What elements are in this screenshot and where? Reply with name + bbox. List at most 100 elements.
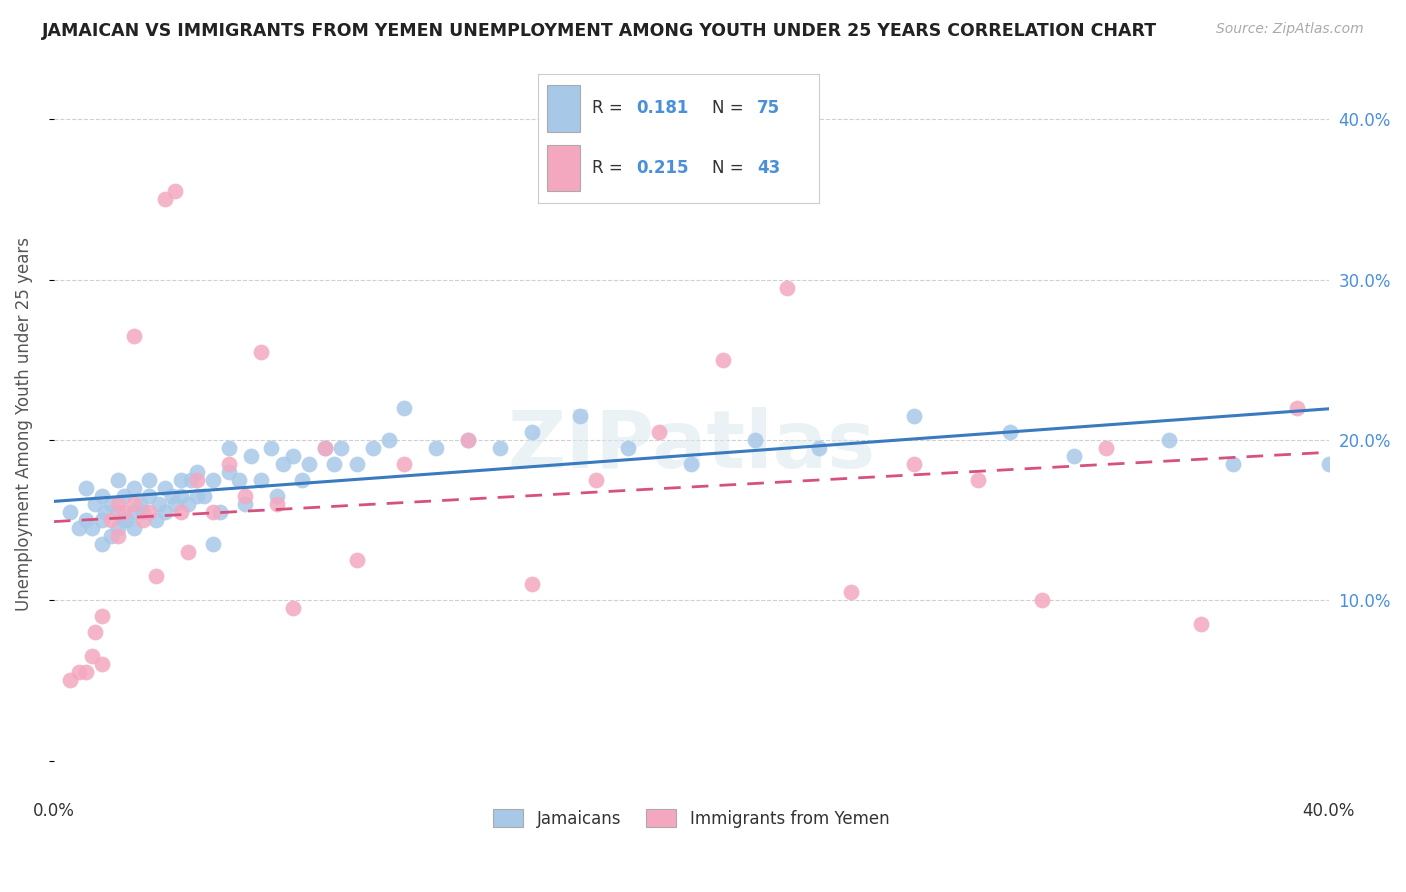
Point bbox=[186, 465, 208, 479]
Point bbox=[1285, 401, 1308, 415]
Point bbox=[520, 577, 543, 591]
Point bbox=[998, 425, 1021, 439]
Point bbox=[394, 457, 416, 471]
Point bbox=[681, 457, 703, 471]
Point bbox=[163, 497, 186, 511]
Point bbox=[138, 505, 160, 519]
Point bbox=[177, 545, 200, 559]
Text: Source: ZipAtlas.com: Source: ZipAtlas.com bbox=[1216, 22, 1364, 37]
Point bbox=[233, 497, 256, 511]
Point bbox=[1222, 457, 1244, 471]
Point bbox=[67, 665, 90, 680]
Point bbox=[250, 473, 273, 487]
Point bbox=[122, 481, 145, 495]
Point bbox=[377, 433, 399, 447]
Point bbox=[84, 497, 107, 511]
Point bbox=[132, 505, 155, 519]
Point bbox=[132, 513, 155, 527]
Text: JAMAICAN VS IMMIGRANTS FROM YEMEN UNEMPLOYMENT AMONG YOUTH UNDER 25 YEARS CORREL: JAMAICAN VS IMMIGRANTS FROM YEMEN UNEMPL… bbox=[42, 22, 1157, 40]
Point bbox=[193, 489, 215, 503]
Point bbox=[266, 489, 288, 503]
Point bbox=[75, 481, 97, 495]
Point bbox=[568, 409, 591, 423]
Point bbox=[1031, 593, 1053, 607]
Point bbox=[148, 497, 170, 511]
Point bbox=[112, 505, 135, 519]
Point bbox=[202, 505, 225, 519]
Point bbox=[585, 473, 607, 487]
Point bbox=[1094, 441, 1116, 455]
Point bbox=[180, 473, 202, 487]
Point bbox=[1317, 457, 1340, 471]
Point bbox=[177, 497, 200, 511]
Point bbox=[145, 513, 167, 527]
Point bbox=[170, 505, 193, 519]
Point bbox=[208, 505, 231, 519]
Point bbox=[291, 473, 314, 487]
Point bbox=[711, 352, 734, 367]
Point bbox=[100, 513, 122, 527]
Point bbox=[218, 457, 240, 471]
Point bbox=[170, 489, 193, 503]
Point bbox=[115, 513, 138, 527]
Point bbox=[138, 473, 160, 487]
Point bbox=[298, 457, 321, 471]
Point bbox=[776, 280, 799, 294]
Point bbox=[218, 465, 240, 479]
Point bbox=[122, 505, 145, 519]
Point bbox=[155, 505, 177, 519]
Point bbox=[250, 344, 273, 359]
Point bbox=[107, 497, 129, 511]
Point bbox=[138, 489, 160, 503]
Point bbox=[80, 649, 103, 664]
Point bbox=[323, 457, 346, 471]
Point bbox=[107, 521, 129, 535]
Point bbox=[520, 425, 543, 439]
Point bbox=[202, 537, 225, 551]
Point bbox=[100, 529, 122, 543]
Point bbox=[457, 433, 479, 447]
Point bbox=[346, 553, 368, 567]
Point bbox=[457, 433, 479, 447]
Point bbox=[84, 625, 107, 640]
Text: ZIPatlas: ZIPatlas bbox=[508, 407, 876, 485]
Point bbox=[218, 441, 240, 455]
Point bbox=[1189, 617, 1212, 632]
Point bbox=[90, 489, 112, 503]
Point bbox=[59, 673, 82, 688]
Point bbox=[240, 449, 263, 463]
Point bbox=[112, 489, 135, 503]
Point bbox=[122, 521, 145, 535]
Point bbox=[744, 433, 766, 447]
Point bbox=[186, 473, 208, 487]
Point bbox=[839, 585, 862, 599]
Point bbox=[155, 193, 177, 207]
Point bbox=[266, 497, 288, 511]
Point bbox=[90, 609, 112, 624]
Legend: Jamaicans, Immigrants from Yemen: Jamaicans, Immigrants from Yemen bbox=[485, 801, 897, 836]
Point bbox=[94, 505, 117, 519]
Point bbox=[314, 441, 336, 455]
Point bbox=[100, 497, 122, 511]
Point bbox=[75, 513, 97, 527]
Point bbox=[122, 497, 145, 511]
Point bbox=[112, 513, 135, 527]
Point bbox=[346, 457, 368, 471]
Point bbox=[281, 449, 304, 463]
Point bbox=[186, 489, 208, 503]
Point bbox=[616, 441, 638, 455]
Point bbox=[90, 657, 112, 672]
Point bbox=[163, 185, 186, 199]
Point bbox=[807, 441, 830, 455]
Point bbox=[155, 481, 177, 495]
Point bbox=[228, 473, 250, 487]
Point bbox=[394, 401, 416, 415]
Point bbox=[648, 425, 671, 439]
Point bbox=[202, 473, 225, 487]
Point bbox=[425, 441, 447, 455]
Point bbox=[75, 665, 97, 680]
Point bbox=[903, 409, 925, 423]
Point bbox=[281, 601, 304, 615]
Point bbox=[67, 521, 90, 535]
Point bbox=[90, 513, 112, 527]
